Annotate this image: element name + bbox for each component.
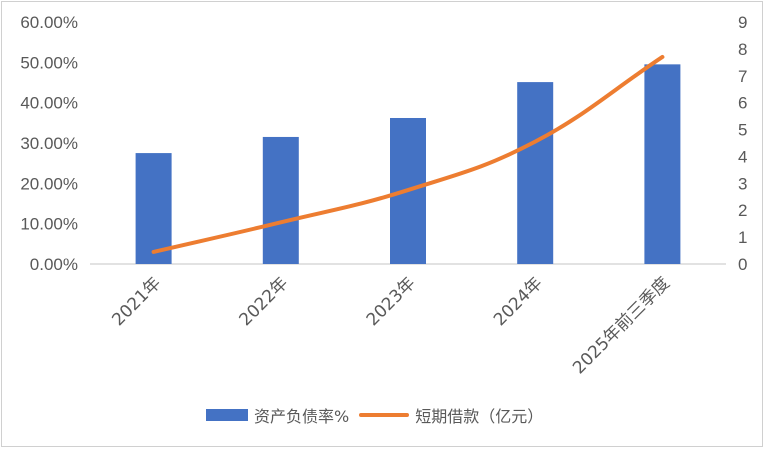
y-left-tick-label: 40.00% bbox=[20, 94, 78, 113]
y-left-tick-label: 30.00% bbox=[20, 134, 78, 153]
chart-legend: 资产负债率% 短期借款（亿元） bbox=[206, 403, 543, 427]
x-category-label: 2021年 bbox=[108, 273, 165, 330]
bar bbox=[517, 82, 554, 264]
bar bbox=[135, 153, 172, 264]
x-category-label: 2023年 bbox=[363, 273, 420, 330]
y-right-tick-label: 1 bbox=[738, 228, 747, 247]
x-category-label: 2025年前三季度 bbox=[569, 273, 674, 378]
y-right-tick-label: 2 bbox=[738, 201, 747, 220]
y-right-tick-label: 9 bbox=[738, 13, 747, 32]
y-right-tick-label: 7 bbox=[738, 67, 747, 86]
x-category-label: 2024年 bbox=[490, 273, 547, 330]
y-left-tick-label: 60.00% bbox=[20, 13, 78, 32]
legend-item-line: 短期借款（亿元） bbox=[359, 403, 543, 427]
y-right-tick-label: 5 bbox=[738, 121, 747, 140]
legend-label-line: 短期借款（亿元） bbox=[415, 407, 544, 426]
y-left-tick-label: 50.00% bbox=[20, 53, 78, 72]
y-left-tick-label: 10.00% bbox=[20, 215, 78, 234]
bar bbox=[644, 64, 681, 264]
x-category-label: 2022年 bbox=[236, 273, 293, 330]
legend-swatch-line bbox=[359, 413, 410, 417]
bar bbox=[262, 136, 299, 264]
legend-label-bar: 资产负债率% bbox=[254, 407, 350, 426]
legend-item-bar: 资产负债率% bbox=[206, 403, 349, 427]
y-left-tick-label: 0.00% bbox=[30, 255, 78, 274]
legend-swatch-bar bbox=[206, 409, 248, 421]
y-right-tick-label: 3 bbox=[738, 174, 747, 193]
y-right-tick-label: 8 bbox=[738, 40, 747, 59]
y-left-tick-label: 20.00% bbox=[20, 174, 78, 193]
y-right-tick-label: 4 bbox=[738, 147, 747, 166]
y-right-tick-label: 6 bbox=[738, 94, 747, 113]
y-right-tick-label: 0 bbox=[738, 255, 747, 274]
